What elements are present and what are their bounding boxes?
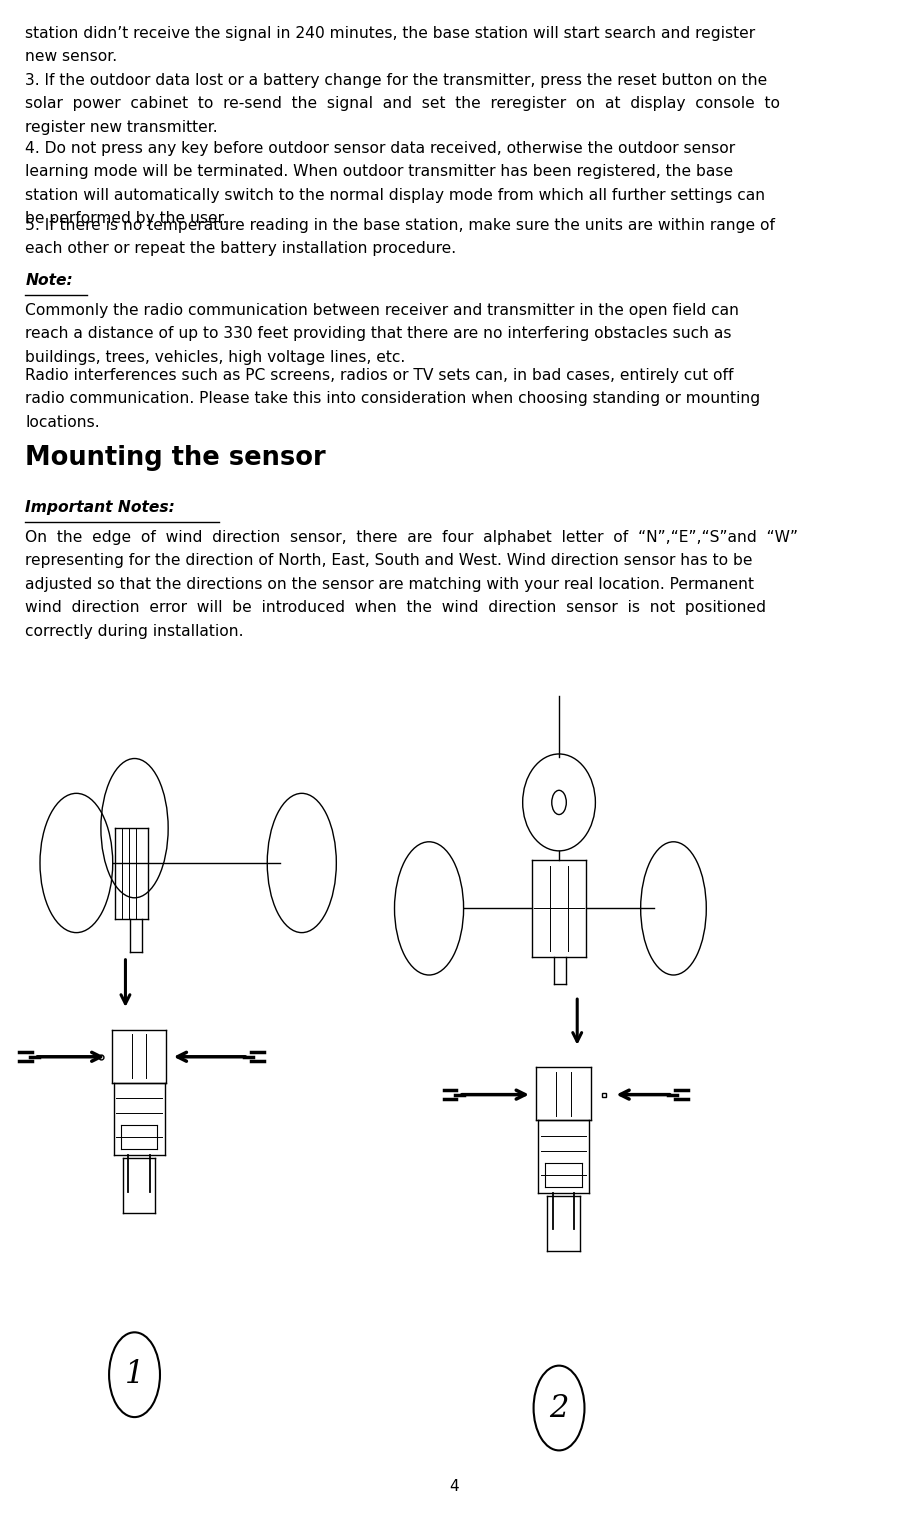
Text: Note:: Note: — [25, 273, 74, 288]
Text: representing for the direction of North, East, South and West. Wind direction se: representing for the direction of North,… — [25, 553, 753, 568]
Text: learning mode will be terminated. When outdoor transmitter has been registered, : learning mode will be terminated. When o… — [25, 165, 734, 179]
Text: be performed by the user.: be performed by the user. — [25, 210, 228, 226]
Text: station will automatically switch to the normal display mode from which all furt: station will automatically switch to the… — [25, 188, 765, 203]
Text: locations.: locations. — [25, 415, 100, 430]
Text: new sensor.: new sensor. — [25, 48, 117, 64]
Text: Important Notes:: Important Notes: — [25, 500, 175, 515]
Text: reach a distance of up to 330 feet providing that there are no interfering obsta: reach a distance of up to 330 feet provi… — [25, 326, 732, 341]
Text: Mounting the sensor: Mounting the sensor — [25, 445, 326, 471]
Text: station didn’t receive the signal in 240 minutes, the base station will start se: station didn’t receive the signal in 240… — [25, 26, 755, 41]
Text: On  the  edge  of  wind  direction  sensor,  there  are  four  alphabet  letter : On the edge of wind direction sensor, th… — [25, 530, 798, 545]
Text: 4: 4 — [450, 1479, 459, 1494]
Text: 5. If there is no temperature reading in the base station, make sure the units a: 5. If there is no temperature reading in… — [25, 218, 775, 233]
Text: each other or repeat the battery installation procedure.: each other or repeat the battery install… — [25, 241, 456, 256]
Text: 4. Do not press any key before outdoor sensor data received, otherwise the outdo: 4. Do not press any key before outdoor s… — [25, 141, 735, 156]
Text: 2: 2 — [549, 1393, 569, 1423]
Text: buildings, trees, vehicles, high voltage lines, etc.: buildings, trees, vehicles, high voltage… — [25, 350, 405, 365]
Text: adjusted so that the directions on the sensor are matching with your real locati: adjusted so that the directions on the s… — [25, 577, 754, 592]
Text: 3. If the outdoor data lost or a battery change for the transmitter, press the r: 3. If the outdoor data lost or a battery… — [25, 73, 768, 88]
Text: solar  power  cabinet  to  re-send  the  signal  and  set  the  reregister  on  : solar power cabinet to re-send the signa… — [25, 95, 781, 111]
Text: 1: 1 — [125, 1360, 145, 1390]
Text: wind  direction  error  will  be  introduced  when  the  wind  direction  sensor: wind direction error will be introduced … — [25, 600, 766, 615]
Text: register new transmitter.: register new transmitter. — [25, 120, 218, 135]
Text: Commonly the radio communication between receiver and transmitter in the open fi: Commonly the radio communication between… — [25, 303, 739, 318]
Text: radio communication. Please take this into consideration when choosing standing : radio communication. Please take this in… — [25, 391, 761, 406]
Text: correctly during installation.: correctly during installation. — [25, 624, 244, 639]
Text: Radio interferences such as PC screens, radios or TV sets can, in bad cases, ent: Radio interferences such as PC screens, … — [25, 368, 734, 383]
